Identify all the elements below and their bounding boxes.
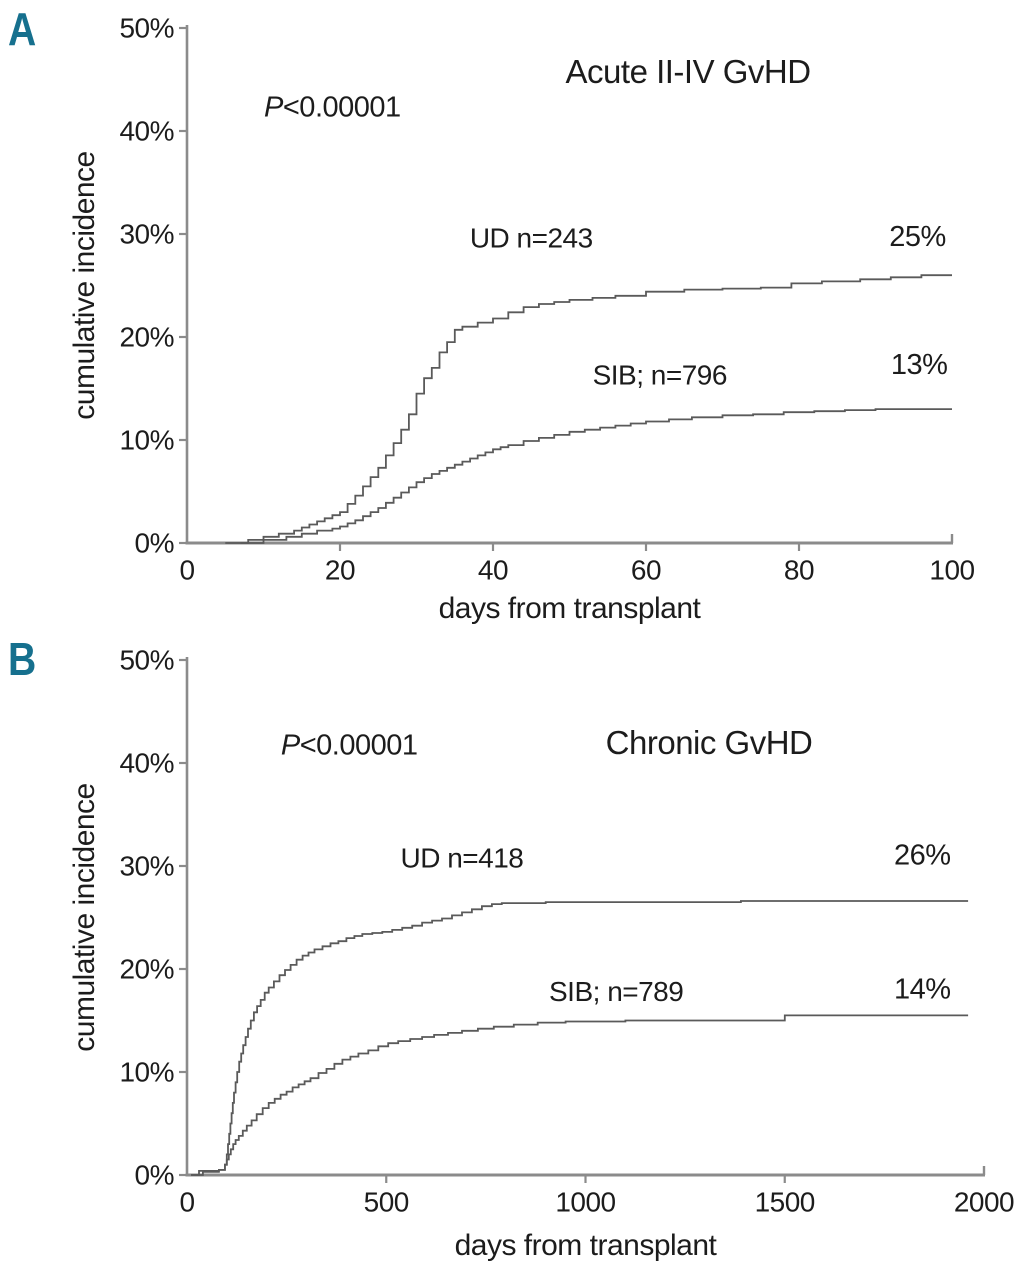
x-tick-label: 1500	[755, 1187, 815, 1218]
chart-title: Acute II-IV GvHD	[566, 53, 811, 90]
y-tick-label: 30%	[119, 851, 174, 882]
sib-curve	[240, 408, 952, 544]
end-label-sib: 13%	[891, 349, 948, 381]
ud-curve	[225, 274, 952, 544]
end-label-ud: 25%	[889, 221, 946, 253]
x-tick-label: 0	[179, 1187, 194, 1218]
ud-curve	[191, 900, 969, 1176]
y-tick-label: 0%	[135, 1160, 174, 1191]
y-tick-label: 10%	[119, 1057, 174, 1088]
y-tick-label: 10%	[119, 425, 174, 456]
series-label-ud: UD n=243	[470, 223, 593, 254]
x-axis-title: days from transplant	[455, 1229, 718, 1262]
x-tick-label: 80	[784, 555, 814, 586]
y-tick-label: 20%	[119, 322, 174, 353]
x-tick-label: 20	[325, 555, 355, 586]
x-tick-label: 100	[929, 555, 974, 586]
panel-a-chart: 0 20 40 60 80 100 0% 10% 20% 30% 40% 50% days from t…	[68, 13, 975, 626]
y-axis-title: cumulative incidence	[68, 783, 101, 1051]
panel-b-chart: 0 500 1000 1500 2000 0% 10% 20% 30% 40% 50% days fr…	[68, 645, 1015, 1263]
series-label-sib: SIB; n=796	[593, 360, 727, 391]
end-label-ud: 26%	[894, 840, 951, 872]
y-tick-label: 0%	[135, 528, 174, 559]
chart-title: Chronic GvHD	[606, 724, 813, 761]
sib-curve	[191, 1014, 969, 1176]
p-value-label: P<0.00001	[264, 91, 401, 123]
p-value-label: P<0.00001	[281, 729, 418, 761]
x-tick-label: 2000	[954, 1187, 1014, 1218]
x-tick-label: 0	[179, 555, 194, 586]
x-tick-label: 40	[478, 555, 508, 586]
x-axis-title: days from transplant	[439, 592, 702, 625]
y-tick-label: 40%	[119, 116, 174, 147]
x-tick-label: 60	[631, 555, 661, 586]
y-tick-label: 50%	[119, 645, 174, 676]
y-tick-label: 20%	[119, 954, 174, 985]
y-tick-label: 30%	[119, 219, 174, 250]
series-label-ud: UD n=418	[401, 842, 524, 873]
x-tick-label: 500	[364, 1187, 409, 1218]
y-tick-label: 50%	[119, 13, 174, 44]
y-tick-label: 40%	[119, 748, 174, 779]
panel-b-letter: B	[8, 633, 36, 685]
end-label-sib: 14%	[894, 974, 951, 1006]
panel-a-letter: A	[8, 3, 36, 55]
y-axis-title: cumulative incidence	[68, 151, 101, 419]
x-tick-label: 1000	[555, 1187, 615, 1218]
series-label-sib: SIB; n=789	[549, 976, 683, 1007]
